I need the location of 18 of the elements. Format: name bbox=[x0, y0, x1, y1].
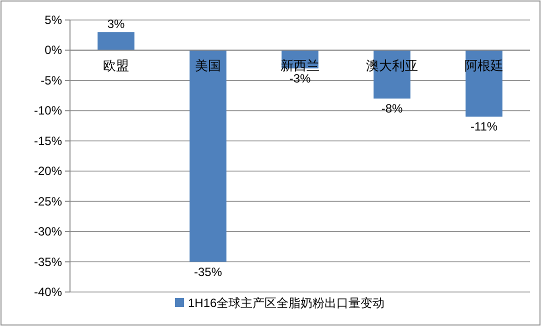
x-tick-label: 欧盟 bbox=[103, 58, 129, 74]
x-tick-label: 美国 bbox=[195, 58, 221, 74]
legend-label: 1H16全球主产区全脂奶粉出口量变动 bbox=[188, 296, 385, 310]
y-tick-label: -40% bbox=[34, 285, 62, 299]
y-tick-label: -25% bbox=[34, 194, 62, 208]
y-tick-label: 0% bbox=[44, 43, 62, 58]
y-tick-label: 5% bbox=[44, 13, 62, 27]
data-label: -3% bbox=[289, 71, 311, 86]
data-label: -8% bbox=[381, 102, 403, 116]
data-label: -35% bbox=[194, 264, 222, 279]
data-label: -11% bbox=[470, 120, 498, 134]
y-tick-label: -5% bbox=[40, 73, 62, 88]
y-tick-label: -15% bbox=[34, 134, 62, 148]
y-tick-label: -10% bbox=[34, 104, 62, 118]
y-tick-label: -30% bbox=[34, 224, 62, 239]
y-tick-label: -35% bbox=[34, 254, 62, 269]
data-label: 3% bbox=[107, 17, 125, 32]
y-tick-label: -20% bbox=[34, 164, 62, 178]
